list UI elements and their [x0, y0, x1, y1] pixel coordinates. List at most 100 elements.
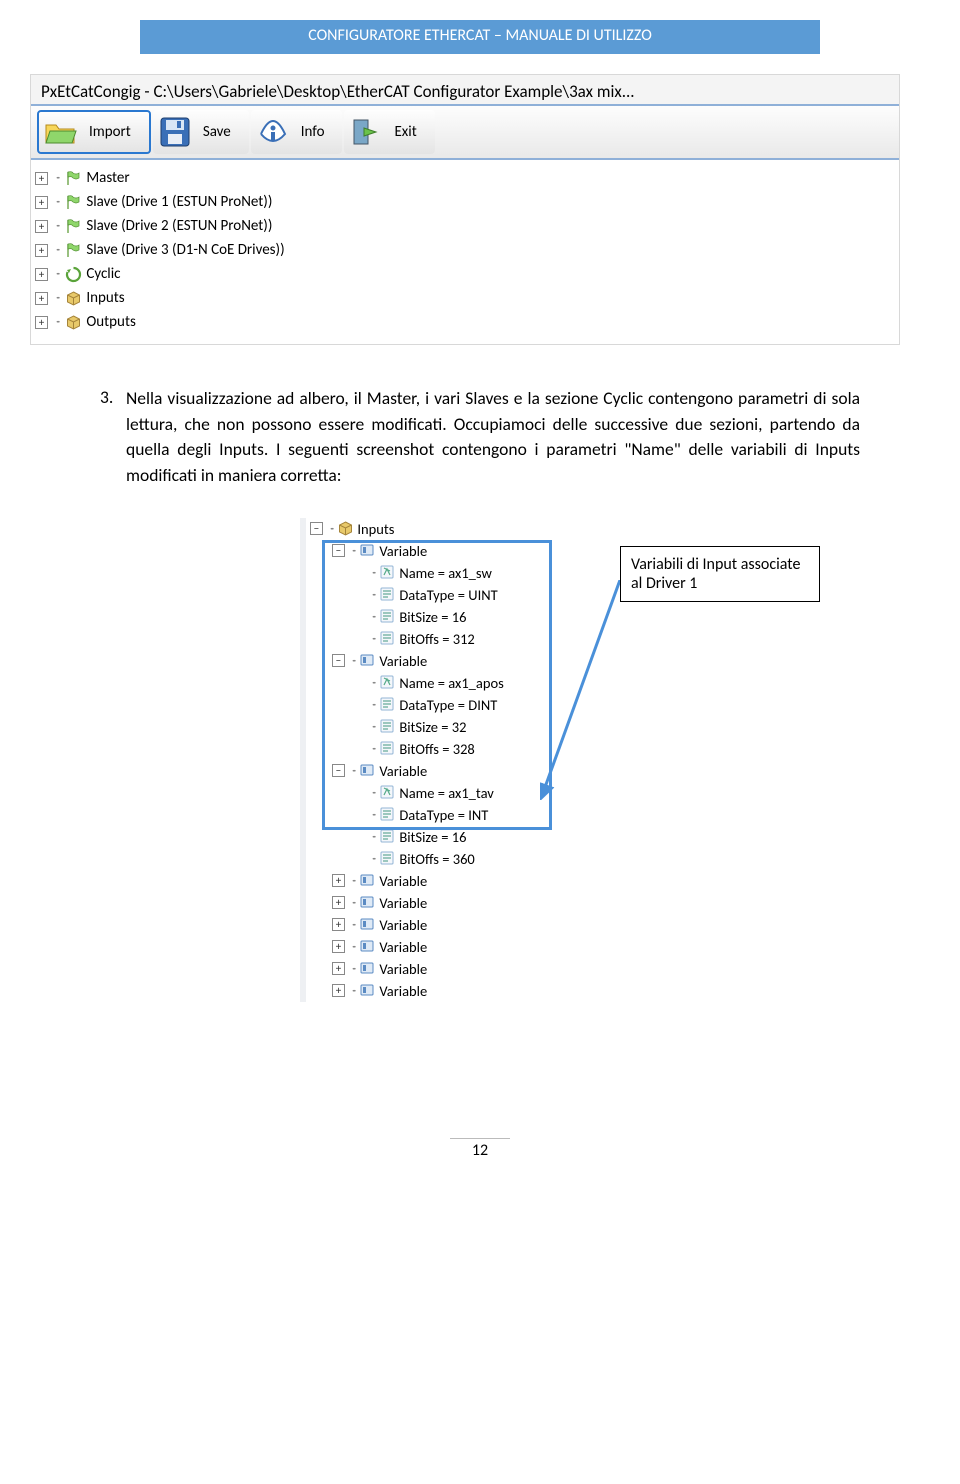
property-node[interactable]: ···Name = ax1_sw: [306, 562, 560, 584]
node-icon: [64, 241, 82, 259]
callout-text: Variabili di Input associate al Driver 1: [631, 555, 800, 593]
variable-node-collapsed[interactable]: +···Variable: [306, 980, 560, 1002]
property-node[interactable]: ···BitSize = 16: [306, 606, 560, 628]
variable-node-collapsed[interactable]: +···Variable: [306, 914, 560, 936]
info-button[interactable]: Info: [251, 110, 343, 154]
node-icon: [379, 674, 396, 691]
tree-item-label: Slave (Drive 3 (D1-N CoE Drives)): [86, 239, 284, 261]
variable-node[interactable]: −···Variable: [306, 540, 560, 562]
info-icon: [255, 114, 291, 150]
variable-node-collapsed[interactable]: +···Variable: [306, 936, 560, 958]
node-icon: [359, 982, 376, 999]
variable-node[interactable]: −···Variable: [306, 760, 560, 782]
body-paragraph: 3. Nella visualizzazione ad albero, il M…: [100, 385, 860, 488]
floppy-icon: [157, 114, 193, 150]
expand-icon[interactable]: −: [310, 522, 323, 535]
node-icon: [359, 916, 376, 933]
node-icon: [379, 586, 396, 603]
node-icon: [379, 608, 396, 625]
expand-icon[interactable]: −: [332, 544, 345, 557]
expand-icon[interactable]: +: [332, 940, 345, 953]
node-icon: [359, 894, 376, 911]
save-button[interactable]: Save: [153, 110, 249, 154]
list-number: 3.: [100, 385, 126, 410]
callout-arrow: [540, 580, 630, 800]
tree-item[interactable]: +···Slave (Drive 3 (D1-N CoE Drives)): [35, 238, 895, 262]
tree-item[interactable]: +···Cyclic: [35, 262, 895, 286]
property-node[interactable]: ···BitOffs = 360: [306, 848, 560, 870]
tree-item[interactable]: +···Slave (Drive 1 (ESTUN ProNet)): [35, 190, 895, 214]
exit-icon: [348, 114, 384, 150]
expand-icon[interactable]: +: [35, 220, 48, 233]
property-node[interactable]: ···BitSize = 32: [306, 716, 560, 738]
tree-item-label: Slave (Drive 2 (ESTUN ProNet)): [86, 215, 272, 237]
tree-item-label: Variable: [379, 980, 427, 1002]
lower-figure-area: −···Inputs−···Variable···Name = ax1_sw··…: [0, 518, 960, 1118]
property-node[interactable]: ···DataType = DINT: [306, 694, 560, 716]
tree-item[interactable]: +···Outputs: [35, 310, 895, 334]
node-icon: [359, 762, 376, 779]
expand-icon[interactable]: +: [35, 172, 48, 185]
page-number: 12: [450, 1138, 510, 1160]
tree-item-label: Variable: [379, 760, 427, 782]
tree-item[interactable]: +···Master: [35, 166, 895, 190]
property-node[interactable]: ···BitOffs = 328: [306, 738, 560, 760]
tree-item[interactable]: +···Slave (Drive 2 (ESTUN ProNet)): [35, 214, 895, 238]
node-icon: [379, 828, 396, 845]
tree-item-label: DataType = UINT: [399, 584, 497, 606]
tree-item-label: BitOffs = 360: [399, 848, 474, 870]
node-icon: [359, 960, 376, 977]
property-node[interactable]: ···Name = ax1_apos: [306, 672, 560, 694]
expand-icon[interactable]: +: [332, 984, 345, 997]
expand-icon[interactable]: +: [35, 316, 48, 329]
node-icon: [64, 193, 82, 211]
property-node[interactable]: ···DataType = INT: [306, 804, 560, 826]
property-node[interactable]: ···DataType = UINT: [306, 584, 560, 606]
node-icon: [64, 217, 82, 235]
node-icon: [359, 872, 376, 889]
node-icon: [64, 313, 82, 331]
expand-icon[interactable]: +: [35, 268, 48, 281]
node-icon: [64, 265, 82, 283]
screenshot-inputs-tree: −···Inputs−···Variable···Name = ax1_sw··…: [300, 518, 560, 1002]
expand-icon[interactable]: +: [332, 896, 345, 909]
variable-node-collapsed[interactable]: +···Variable: [306, 958, 560, 980]
expand-icon[interactable]: −: [332, 764, 345, 777]
doc-header-underline: [140, 51, 820, 54]
tree-item-label: Inputs: [357, 518, 394, 540]
tree-item-label: Inputs: [86, 287, 124, 309]
node-icon: [379, 806, 396, 823]
tree-item-label: BitOffs = 312: [399, 628, 474, 650]
expand-icon[interactable]: +: [332, 918, 345, 931]
node-icon: [379, 850, 396, 867]
exit-button[interactable]: Exit: [344, 110, 434, 154]
tree-item[interactable]: +···Inputs: [35, 286, 895, 310]
import-label: Import: [89, 123, 131, 141]
expand-icon[interactable]: +: [35, 244, 48, 257]
variable-node-collapsed[interactable]: +···Variable: [306, 870, 560, 892]
property-node[interactable]: ···Name = ax1_tav: [306, 782, 560, 804]
node-icon: [359, 542, 376, 559]
folder-open-icon: [43, 114, 79, 150]
tree-item-label: Variable: [379, 936, 427, 958]
expand-icon[interactable]: +: [35, 196, 48, 209]
property-node[interactable]: ···BitOffs = 312: [306, 628, 560, 650]
node-icon: [379, 740, 396, 757]
tree-item-label: Variable: [379, 914, 427, 936]
callout-box: Variabili di Input associate al Driver 1: [620, 546, 820, 602]
expand-icon[interactable]: −: [332, 654, 345, 667]
import-button[interactable]: Import: [37, 110, 151, 154]
expand-icon[interactable]: +: [332, 874, 345, 887]
paragraph-text: Nella visualizzazione ad albero, il Mast…: [126, 386, 860, 488]
node-icon: [379, 718, 396, 735]
inputs-node[interactable]: −···Inputs: [306, 518, 560, 540]
node-icon: [359, 938, 376, 955]
expand-icon[interactable]: +: [332, 962, 345, 975]
variable-node[interactable]: −···Variable: [306, 650, 560, 672]
variable-node-collapsed[interactable]: +···Variable: [306, 892, 560, 914]
tree-item-label: BitSize = 16: [399, 826, 466, 848]
screenshot-main-window: PxEtCatCongig - C:\Users\Gabriele\Deskto…: [30, 74, 900, 345]
tree-item-label: DataType = DINT: [399, 694, 497, 716]
expand-icon[interactable]: +: [35, 292, 48, 305]
property-node[interactable]: ···BitSize = 16: [306, 826, 560, 848]
